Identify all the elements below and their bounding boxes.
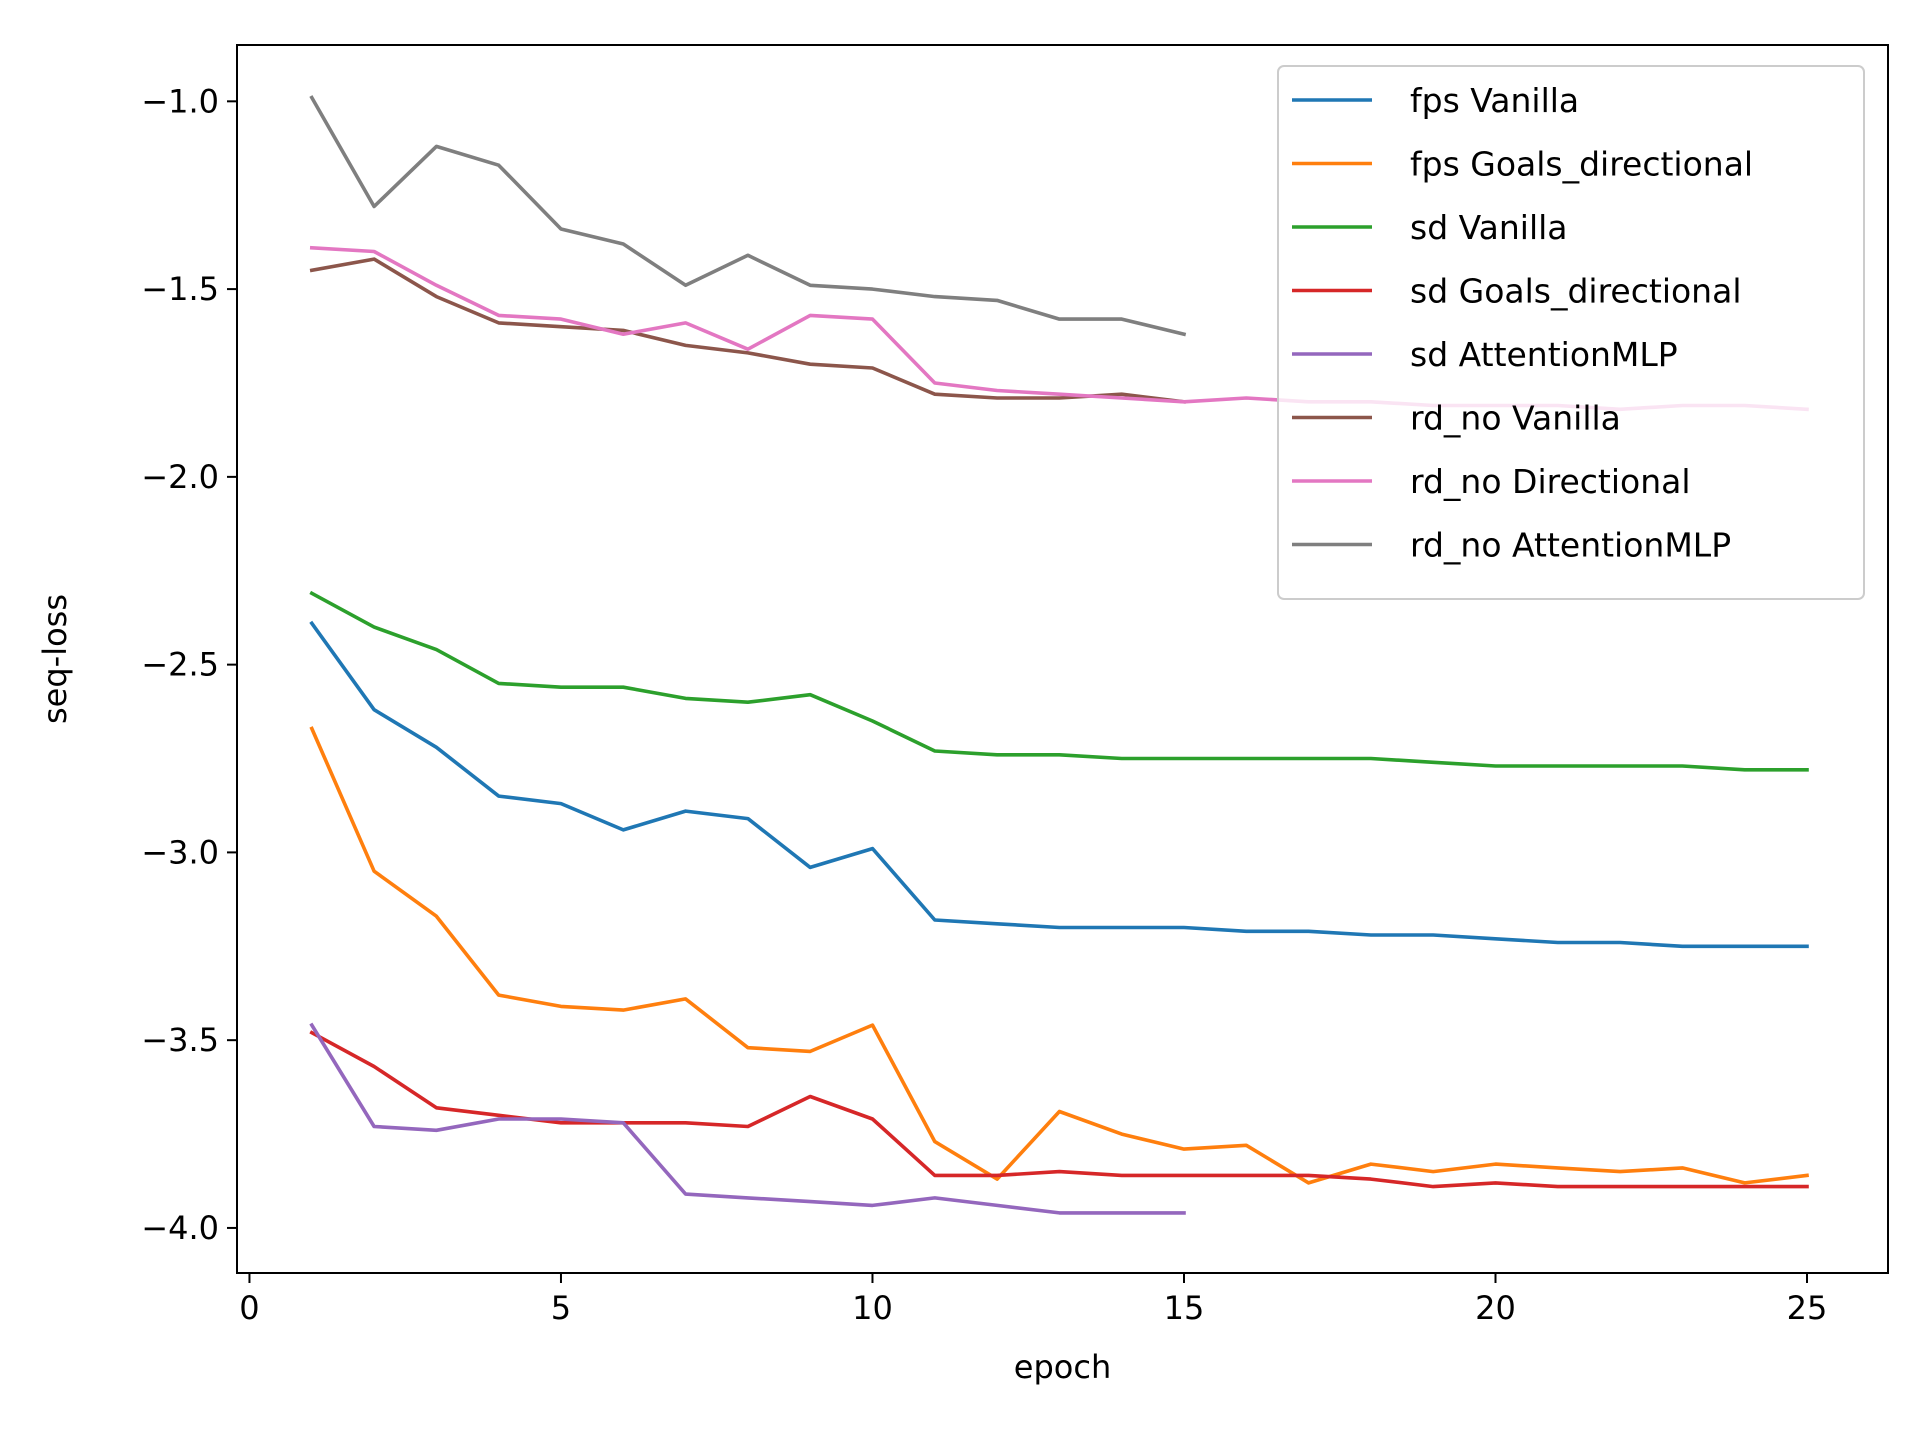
series-line-1 xyxy=(309,620,1809,949)
x-tick-label: 25 xyxy=(1787,1289,1828,1327)
series-line-3 xyxy=(309,590,1809,772)
series-line-4 xyxy=(309,1030,1809,1189)
y-axis: −1.0 −1.5 −2.0 −2.5 −3.0 −3.5 −4.0 xyxy=(141,82,237,1247)
y-tick-label: −3.5 xyxy=(141,1021,219,1059)
plot-frame xyxy=(236,44,1889,1274)
x-tick-label: 20 xyxy=(1475,1289,1516,1327)
y-tick-label: −2.0 xyxy=(141,458,219,496)
legend-label: sd AttentionMLP xyxy=(1410,335,1678,374)
y-tick-label: −3.0 xyxy=(141,833,219,871)
legend-label: fps Goals_directional xyxy=(1410,145,1753,184)
legend-label: rd_no Vanilla xyxy=(1410,399,1621,438)
legend-label: rd_no Directional xyxy=(1410,462,1691,501)
series-line-5 xyxy=(309,1022,1186,1215)
series-line-2 xyxy=(309,726,1810,1185)
legend-label: fps Vanilla xyxy=(1410,81,1579,120)
series-line-8 xyxy=(309,95,1187,337)
legend-label: rd_no AttentionMLP xyxy=(1410,526,1731,565)
y-tick-label: −2.5 xyxy=(141,646,219,684)
x-tick-label: 0 xyxy=(239,1289,259,1327)
series-line-6 xyxy=(309,257,1187,404)
x-axis: 0 5 10 15 20 25 xyxy=(239,1273,1827,1327)
y-tick-label: −1.0 xyxy=(141,82,219,120)
x-tick-label: 15 xyxy=(1164,1289,1205,1327)
x-tick-label: 10 xyxy=(852,1289,893,1327)
legend-box xyxy=(1277,65,1865,600)
x-tick-label: 5 xyxy=(551,1289,571,1327)
legend-label: sd Goals_directional xyxy=(1410,272,1741,311)
x-axis-title: epoch xyxy=(1014,1348,1111,1386)
y-tick-label: −1.5 xyxy=(141,270,219,308)
y-tick-label: −4.0 xyxy=(141,1209,219,1247)
legend-label: sd Vanilla xyxy=(1410,208,1568,247)
y-axis-title: seq-loss xyxy=(36,594,74,724)
